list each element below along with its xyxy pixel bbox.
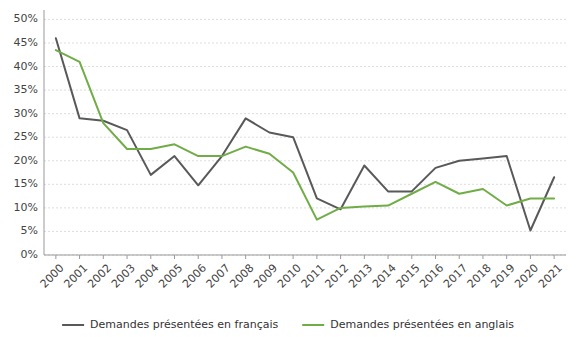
y-tick-label: 0% — [21, 248, 38, 261]
y-tick-label: 15% — [14, 177, 38, 190]
x-tick — [388, 255, 389, 259]
x-tick-label: 2001 — [61, 262, 90, 291]
grid-line — [44, 160, 566, 161]
x-tick-label: 2005 — [156, 262, 185, 291]
x-tick-label: 2019 — [488, 262, 517, 291]
plot-area — [56, 38, 554, 230]
x-tick-label: 2006 — [180, 262, 209, 291]
y-tick-label: 10% — [14, 201, 38, 214]
grid-line — [44, 137, 566, 138]
legend-label: Demandes présentées en anglais — [330, 318, 514, 331]
x-tick-label: 2010 — [275, 262, 304, 291]
grid-line — [44, 42, 566, 43]
x-tick-label: 2015 — [394, 262, 423, 291]
y-tick-label: 30% — [14, 107, 38, 120]
x-tick — [364, 255, 365, 259]
x-tick-label: 2012 — [322, 262, 351, 291]
x-tick-label: 2021 — [536, 262, 565, 291]
x-tick-label: 2020 — [512, 262, 541, 291]
x-tick-label: 2003 — [109, 262, 138, 291]
x-tick-label: 2000 — [38, 262, 67, 291]
x-tick-label: 2014 — [370, 262, 399, 291]
x-tick-labels: 2000200120022003200420052006200720082009… — [38, 255, 565, 291]
y-tick-label: 40% — [14, 60, 38, 73]
grid-line — [44, 255, 566, 256]
legend-swatch — [62, 324, 84, 326]
x-tick — [79, 255, 80, 259]
x-tick-label: 2013 — [346, 262, 375, 291]
x-axis-line — [44, 255, 566, 256]
x-tick — [269, 255, 270, 259]
y-tick-label: 35% — [14, 83, 38, 96]
grid-line — [44, 184, 566, 185]
series-line — [56, 38, 554, 230]
x-tick — [435, 255, 436, 259]
x-tick — [221, 255, 222, 259]
x-tick-label: 2016 — [417, 262, 446, 291]
y-tick-label: 5% — [21, 224, 38, 237]
x-tick — [103, 255, 104, 259]
y-tick-label: 45% — [14, 36, 38, 49]
grid-line — [44, 207, 566, 208]
y-grid — [44, 19, 566, 255]
legend-item: Demandes présentées en français — [62, 318, 278, 331]
x-tick — [340, 255, 341, 259]
y-tick-label: 25% — [14, 130, 38, 143]
x-tick — [55, 255, 56, 259]
legend: Demandes présentées en français Demandes … — [62, 318, 514, 331]
x-tick — [127, 255, 128, 259]
x-tick — [459, 255, 460, 259]
x-tick-label: 2017 — [441, 262, 470, 291]
grid-line — [44, 19, 566, 20]
x-tick — [245, 255, 246, 259]
x-tick — [316, 255, 317, 259]
grid-line — [44, 90, 566, 91]
x-tick — [554, 255, 555, 259]
x-tick — [293, 255, 294, 259]
x-tick-label: 2009 — [251, 262, 280, 291]
chart: 0%5%10%15%20%25%30%35%40%45%50%200020012… — [0, 0, 576, 337]
y-axis-line — [44, 10, 45, 255]
grid-line — [44, 66, 566, 67]
x-tick — [530, 255, 531, 259]
legend-swatch — [302, 324, 324, 326]
x-tick-label: 2008 — [227, 262, 256, 291]
x-tick — [174, 255, 175, 259]
x-tick — [506, 255, 507, 259]
x-tick-label: 2007 — [204, 262, 233, 291]
series-line — [56, 50, 554, 220]
grid-line — [44, 113, 566, 114]
grid-line — [44, 231, 566, 232]
y-tick-label: 20% — [14, 154, 38, 167]
x-tick-label: 2011 — [299, 262, 328, 291]
legend-item: Demandes présentées en anglais — [302, 318, 514, 331]
x-tick — [482, 255, 483, 259]
x-tick — [411, 255, 412, 259]
y-tick-label: 50% — [14, 12, 38, 25]
y-tick-labels: 0% 5% 10% 15% 20% 25% 30% 35% 40% 45% 50% — [14, 12, 38, 261]
legend-label: Demandes présentées en français — [90, 318, 278, 331]
x-tick-label: 2004 — [133, 262, 162, 291]
x-tick-label: 2018 — [465, 262, 494, 291]
x-tick — [198, 255, 199, 259]
x-tick-label: 2002 — [85, 262, 114, 291]
x-tick — [150, 255, 151, 259]
